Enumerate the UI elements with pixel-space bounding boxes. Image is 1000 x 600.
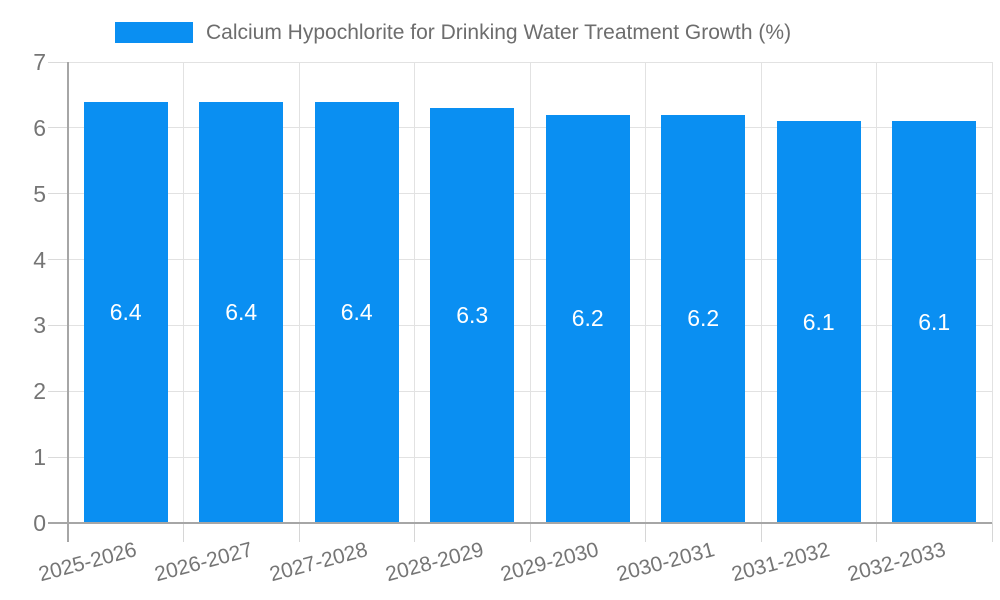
x-axis-category-label: 2031-2032 — [729, 538, 833, 587]
y-axis-tick-label: 5 — [33, 180, 46, 207]
bar[interactable]: 6.1 — [776, 121, 861, 523]
bar[interactable]: 6.2 — [661, 114, 746, 523]
y-axis-tick-label: 4 — [33, 246, 46, 273]
bar[interactable]: 6.1 — [892, 121, 977, 523]
x-axis-category-label: 2025-2026 — [36, 538, 140, 587]
y-axis-tick-label: 0 — [33, 510, 46, 536]
gridline-vertical — [298, 62, 300, 523]
bar-value-label: 6.4 — [109, 298, 142, 325]
y-axis-tick-label: 1 — [33, 444, 46, 471]
x-axis-tick — [760, 523, 762, 542]
bar[interactable]: 6.4 — [83, 101, 168, 523]
bar-value-label: 6.1 — [802, 308, 835, 335]
y-axis-tick-label: 6 — [33, 114, 46, 141]
bar-value-label: 6.1 — [918, 308, 951, 335]
legend-label: Calcium Hypochlorite for Drinking Water … — [206, 21, 792, 44]
gridline-vertical — [414, 62, 415, 523]
gridline-vertical — [183, 62, 184, 523]
y-axis-tick — [48, 61, 68, 63]
x-axis-tick — [876, 523, 877, 542]
plot-area: 0 1 2 3 4 5 6 7 6.4 6.4 6.4 6.3 6.2 6.2 6.1 6.1 2025-202… — [33, 50, 993, 586]
legend-item[interactable]: Calcium Hypochlorite for Drinking Water … — [115, 21, 791, 44]
bar-value-label: 6.2 — [571, 305, 604, 332]
y-axis-tick-label: 7 — [33, 49, 46, 75]
bar[interactable]: 6.2 — [545, 114, 630, 523]
y-axis-tick — [48, 324, 68, 326]
gridline-vertical — [760, 62, 762, 523]
bar-value-label: 6.4 — [340, 298, 373, 325]
bar[interactable]: 6.4 — [199, 101, 284, 523]
y-axis-tick — [48, 127, 68, 129]
x-axis-tick — [298, 523, 300, 542]
bar-value-label: 6.4 — [225, 298, 258, 325]
y-axis-line — [67, 62, 69, 542]
x-axis-tick — [991, 523, 993, 542]
x-axis-tick — [414, 523, 415, 542]
bar-value-label: 6.3 — [456, 302, 489, 329]
y-axis-tick-label: 2 — [33, 378, 46, 405]
bar[interactable]: 6.4 — [314, 101, 399, 523]
gridline-vertical — [991, 62, 993, 523]
x-axis-category-label: 2032-2033 — [844, 538, 948, 587]
x-axis-category-label: 2027-2028 — [267, 538, 371, 587]
x-axis-category-label: 2028-2029 — [382, 538, 486, 587]
y-axis-tick — [48, 259, 68, 261]
legend-swatch-icon — [115, 22, 193, 43]
bar[interactable]: 6.3 — [430, 108, 515, 523]
gridline-vertical — [876, 62, 877, 523]
x-axis-tick — [183, 523, 184, 542]
y-axis-tick — [48, 390, 68, 392]
gridline-vertical — [645, 62, 646, 523]
y-axis-tick — [48, 193, 68, 195]
x-axis-category-label: 2029-2030 — [498, 538, 602, 587]
gridline-horizontal — [68, 61, 992, 63]
x-axis-tick — [645, 523, 646, 542]
x-axis-category-label: 2030-2031 — [613, 538, 717, 587]
gridline-vertical — [529, 62, 531, 523]
y-axis-tick-label: 3 — [33, 312, 46, 339]
x-axis-tick — [529, 523, 531, 542]
x-axis-category-label: 2026-2027 — [151, 538, 255, 587]
bar-value-label: 6.2 — [687, 305, 720, 332]
y-axis-tick — [48, 456, 68, 458]
